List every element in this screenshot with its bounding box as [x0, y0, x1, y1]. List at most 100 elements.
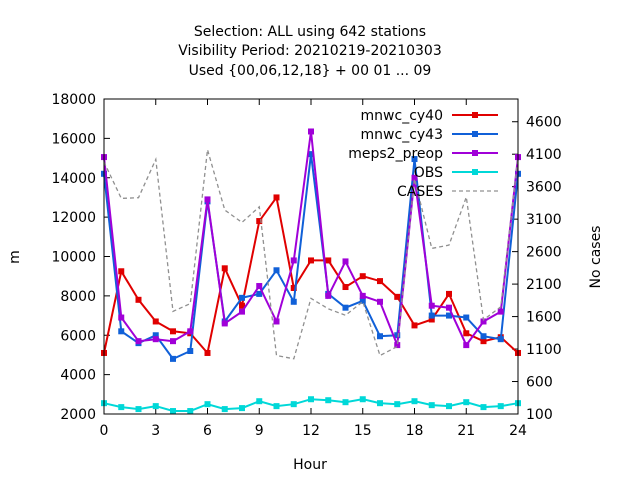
- x-tick-label: 6: [203, 423, 212, 439]
- data-point: [428, 302, 435, 309]
- y-tick-label: 16000: [51, 131, 96, 147]
- legend-marker: [472, 112, 478, 118]
- data-point: [411, 156, 418, 163]
- data-point: [135, 296, 142, 303]
- data-point: [135, 338, 142, 345]
- y-tick-label: 12000: [51, 210, 96, 226]
- y2-tick-label: 100: [526, 407, 553, 423]
- data-point: [377, 298, 383, 305]
- axis-ticks: 0 3 6 9 12 15 18 21 24 2000 4000 6000 8000 10000 12000…: [51, 92, 561, 439]
- data-point: [290, 298, 297, 305]
- data-point: [377, 400, 383, 407]
- x-tick-label: 12: [302, 423, 320, 439]
- legend-label: meps2_preop: [348, 146, 443, 162]
- data-point: [342, 258, 349, 265]
- data-point: [152, 332, 159, 339]
- data-point: [135, 406, 142, 413]
- x-tick-label: 24: [509, 423, 527, 439]
- series-line-mnwc-cy40: [103, 194, 519, 356]
- y-tick-label: 6000: [60, 328, 96, 344]
- legend-label: mnwc_cy43: [361, 127, 443, 143]
- series-line-meps2-preop: [103, 131, 519, 348]
- data-point: [342, 304, 349, 311]
- y2-axis-label: No cases: [588, 226, 604, 289]
- data-point: [428, 312, 435, 319]
- data-point: [411, 322, 418, 329]
- legend-label: mnwc_cy40: [361, 108, 443, 124]
- chart-title-line-1: Selection: ALL using 642 stations: [194, 24, 426, 40]
- y-tick-label: 4000: [60, 368, 96, 384]
- y2-tick-label: 1100: [526, 342, 562, 358]
- y2-tick-label: 4100: [526, 147, 562, 163]
- data-point: [170, 338, 176, 345]
- data-point: [342, 284, 349, 291]
- y-tick-label: 18000: [51, 92, 96, 108]
- data-point: [463, 330, 470, 337]
- legend-marker: [472, 150, 478, 156]
- chart-title-line-2: Visibility Period: 20210219-20210303: [178, 43, 442, 59]
- series-layer: [101, 128, 521, 415]
- legend: mnwc_cy40 mnwc_cy43 meps2_preop OBS CASES: [348, 108, 498, 200]
- data-point: [256, 218, 263, 225]
- data-point: [239, 405, 245, 412]
- x-tick-label: 9: [255, 423, 264, 439]
- data-point: [377, 333, 383, 340]
- data-point: [359, 297, 366, 304]
- data-point: [204, 401, 211, 408]
- data-point: [256, 283, 263, 290]
- data-point: [239, 294, 245, 301]
- y2-tick-label: 2600: [526, 245, 562, 261]
- data-point: [118, 268, 125, 275]
- series-line-cases: [103, 149, 519, 360]
- data-point: [187, 328, 194, 335]
- x-tick-label: 18: [406, 423, 424, 439]
- legend-label: OBS: [414, 165, 443, 181]
- data-point: [325, 257, 332, 264]
- y-axis-label: m: [7, 250, 23, 264]
- data-point: [394, 401, 401, 408]
- data-point: [480, 333, 487, 340]
- x-tick-label: 0: [100, 423, 109, 439]
- data-point: [446, 312, 452, 319]
- data-point: [290, 257, 297, 264]
- y2-tick-label: 3600: [526, 180, 562, 196]
- y2-tick-label: 1600: [526, 310, 562, 326]
- data-point: [273, 267, 280, 274]
- legend-marker: [472, 169, 478, 175]
- data-point: [480, 404, 487, 411]
- data-point: [152, 336, 159, 343]
- data-point: [411, 398, 418, 405]
- data-point: [256, 398, 263, 405]
- x-tick-label: 3: [151, 423, 160, 439]
- data-point: [480, 318, 487, 325]
- data-point: [273, 194, 280, 201]
- data-point: [290, 401, 297, 408]
- data-point: [170, 408, 176, 415]
- data-point: [463, 399, 470, 406]
- data-point: [463, 342, 470, 349]
- data-point: [446, 403, 452, 410]
- chart-title-line-3: Used {00,06,12,18} + 00 01 ... 09: [189, 63, 432, 79]
- y2-tick-label: 3100: [526, 212, 562, 228]
- data-point: [273, 318, 280, 325]
- data-point: [290, 285, 297, 291]
- data-point: [152, 318, 159, 325]
- data-point: [428, 316, 435, 323]
- data-point: [394, 293, 401, 300]
- y-tick-label: 8000: [60, 289, 96, 305]
- y-tick-label: 2000: [60, 407, 96, 423]
- y-tick-label: 14000: [51, 171, 96, 187]
- data-point: [170, 328, 176, 335]
- data-point: [377, 278, 383, 285]
- data-point: [118, 328, 125, 335]
- data-point: [187, 348, 194, 354]
- data-point: [170, 355, 176, 362]
- data-point: [152, 403, 159, 410]
- data-point: [308, 128, 314, 135]
- data-point: [187, 408, 194, 415]
- data-point: [204, 196, 211, 203]
- legend-label: CASES: [397, 184, 443, 200]
- data-point: [118, 404, 125, 411]
- legend-marker: [472, 131, 478, 137]
